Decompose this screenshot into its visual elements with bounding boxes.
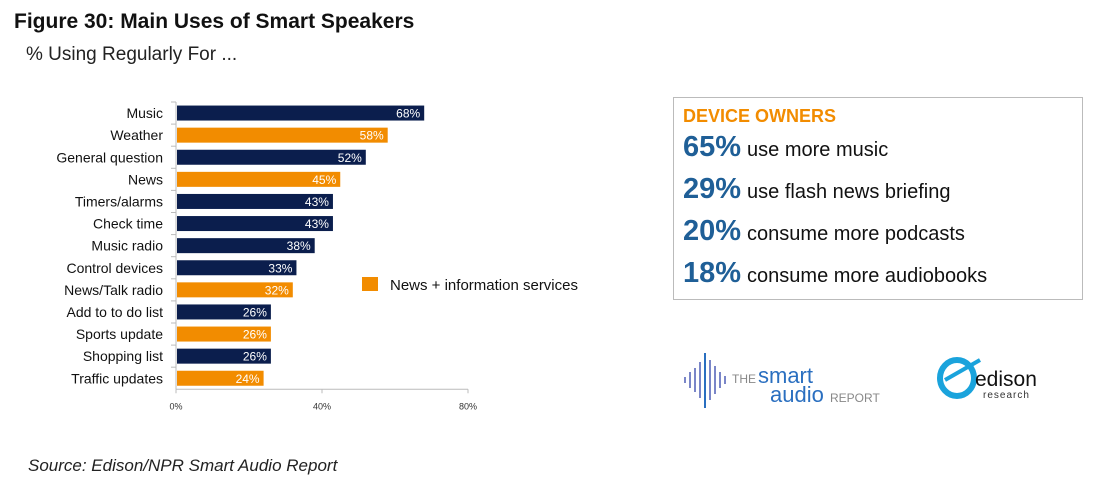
category-label: News/Talk radio <box>64 282 163 298</box>
data-label: 24% <box>236 372 260 386</box>
data-label: 58% <box>360 129 384 143</box>
svg-text:research: research <box>983 390 1030 401</box>
bar <box>177 238 315 254</box>
category-label: Add to to do list <box>66 304 163 320</box>
bar <box>177 348 271 364</box>
data-label: 26% <box>243 305 267 319</box>
data-label: 45% <box>312 173 336 187</box>
data-label: 43% <box>305 217 329 231</box>
category-label: Traffic updates <box>71 370 163 386</box>
callout-stat: 20% consume more podcasts <box>683 215 1073 257</box>
figure-subtitle: % Using Regularly For ... <box>26 44 238 65</box>
callout-stat: 18% consume more audiobooks <box>683 257 1073 299</box>
x-tick-label: 80% <box>459 401 477 411</box>
data-label: 43% <box>305 195 329 209</box>
svg-text:THE: THE <box>732 372 756 386</box>
category-label: Music <box>126 105 163 121</box>
data-label: 68% <box>396 107 420 121</box>
smart-audio-report-logo: THE smart audio REPORT <box>684 353 880 408</box>
category-label: Check time <box>93 216 163 232</box>
category-label: News <box>128 171 163 187</box>
svg-text:edison: edison <box>975 368 1037 391</box>
legend-swatch <box>362 277 378 291</box>
category-label: Shopping list <box>83 348 163 364</box>
bar <box>177 171 341 187</box>
stat-text: use flash news briefing <box>747 181 951 203</box>
bar <box>177 260 297 276</box>
bar <box>177 304 271 320</box>
stat-text: consume more audiobooks <box>747 265 988 287</box>
bar <box>177 326 271 342</box>
callout-stat: 65% use more music <box>683 131 1073 173</box>
bar <box>177 216 333 232</box>
x-tick-label: 0% <box>169 401 182 411</box>
bar <box>177 149 366 165</box>
bar <box>177 105 425 121</box>
x-tick-label: 40% <box>313 401 331 411</box>
bar <box>177 193 333 209</box>
callout-stat: 29% use flash news briefing <box>683 173 1073 215</box>
category-label: General question <box>56 149 163 165</box>
data-label: 33% <box>268 261 292 275</box>
stat-pct: 20% <box>683 215 742 247</box>
callout-heading: DEVICE OWNERS <box>683 106 837 126</box>
figure-title: Figure 30: Main Uses of Smart Speakers <box>14 10 415 33</box>
svg-text:REPORT: REPORT <box>830 391 880 405</box>
stat-text: consume more podcasts <box>747 223 965 245</box>
stat-text: use more music <box>747 139 889 161</box>
edison-research-logo: edison research <box>937 357 1037 401</box>
stat-pct: 65% <box>683 131 742 163</box>
data-label: 38% <box>287 239 311 253</box>
data-label: 52% <box>338 151 362 165</box>
svg-text:smart: smart <box>758 363 813 388</box>
data-label: 32% <box>265 283 289 297</box>
bar <box>177 282 293 298</box>
category-label: Control devices <box>67 260 164 276</box>
category-label: Timers/alarms <box>75 193 163 209</box>
source-note: Source: Edison/NPR Smart Audio Report <box>28 456 338 475</box>
category-label: Sports update <box>76 326 163 342</box>
category-label: Music radio <box>91 238 163 254</box>
data-label: 26% <box>243 350 267 364</box>
data-label: 26% <box>243 328 267 342</box>
svg-text:audio: audio <box>770 382 824 407</box>
bar <box>177 127 388 143</box>
device-owners-callout: DEVICE OWNERS 65% use more music 29% use f… <box>673 97 1083 300</box>
legend-label: News + information services <box>390 277 578 294</box>
stat-pct: 18% <box>683 257 742 289</box>
bar <box>177 370 264 386</box>
stat-pct: 29% <box>683 173 742 205</box>
category-label: Weather <box>110 127 163 143</box>
